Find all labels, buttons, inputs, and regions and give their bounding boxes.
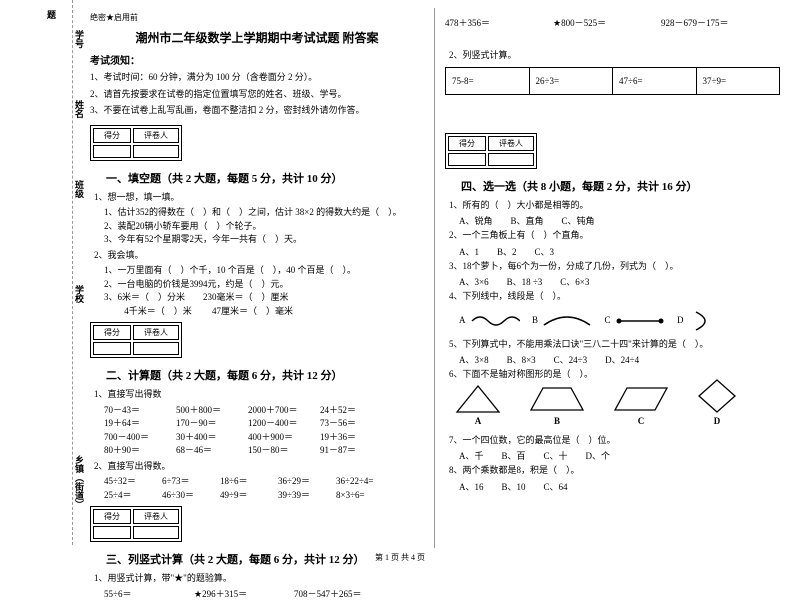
score-box-1: 得分评卷人 <box>90 125 182 161</box>
segment-line-icon <box>615 313 665 329</box>
calc1-r0: 70－43＝500＋800＝2000＋700＝24＋52＝ <box>104 404 424 418</box>
page-footer: 第 1 页 共 4 页 <box>0 552 800 563</box>
calc2-r0: 45÷32＝6÷73＝18÷6＝36÷29＝36÷22÷4= <box>104 475 424 489</box>
table-calc: 75-8=26÷3=47÷6=37÷9= <box>445 67 780 95</box>
q4-stem: 2、直接写出得数。 <box>94 460 424 474</box>
section-2-heading: 二、计算题（共 2 大题，每题 6 分，共计 12 分） <box>106 367 343 383</box>
q11-choices: A、3×8B、8×3C、24÷3D、24÷4 <box>459 353 780 366</box>
q13-stem: 7、一个四位数，它的最高位是（ ）位。 <box>449 434 780 448</box>
triangle-icon <box>455 384 501 414</box>
q3-stem: 1、直接写出得数 <box>94 388 424 402</box>
q1-s1: 1、估计352的得数在（ ）和（ ）之间，估计 38×2 的得数大约是（ ）。 <box>104 206 424 220</box>
top-calc: 478＋356＝★800－525＝928－679－175＝ <box>445 16 780 29</box>
right-column: 478＋356＝★800－525＝928－679－175＝ 2、列竖式计算。 7… <box>435 8 790 548</box>
left-column: 绝密★启用前 潮州市二年级数学上学期期中考试试题 附答案 考试须知： 1、考试时… <box>80 8 435 548</box>
section-4-heading: 四、选一选（共 8 小题，每题 2 分，共计 16 分） <box>461 178 698 194</box>
q6-stem: 2、列竖式计算。 <box>449 49 780 63</box>
q9-stem: 3、18个萝卜，每6个为一份，分成了几份，列式为（ ）。 <box>449 260 780 274</box>
q10-stem: 4、下列线中，线段是（ ）。 <box>449 290 780 304</box>
trapezoid-icon <box>529 384 585 414</box>
q8-stem: 2、一个三角板上有（ ）个直角。 <box>449 229 780 243</box>
notice-3: 3、不要在试卷上乱写乱画，卷面不整洁扣 2 分，密封线外请勿作答。 <box>90 104 424 118</box>
score-box-3: 得分评卷人 <box>90 506 182 542</box>
q2-s1: 1、一万里面有（ ）个千，10 个百是（ ），40 个百是（ ）。 <box>104 264 424 278</box>
q1-stem: 1、想一想，填一填。 <box>94 191 424 205</box>
score-box-2: 得分评卷人 <box>90 322 182 358</box>
line-shapes: A B C D <box>459 310 780 332</box>
q2-s3b: 4千米＝（ ）米 47厘米＝（ ）毫米 <box>104 305 424 319</box>
score-box-4: 得分评卷人 <box>445 133 537 169</box>
notice-2: 2、请首先按要求在试卷的指定位置填写您的姓名、班级、学号。 <box>90 88 424 102</box>
q9-choices: A、3×6B、18 ÷3C、6×3 <box>459 275 780 288</box>
q14-choices: A、16B、10C、64 <box>459 480 780 493</box>
q5-stem: 1、用竖式计算，带"★"的题验算。 <box>94 572 424 586</box>
q7-stem: 1、所有的（ ）大小都是相等的。 <box>449 199 780 213</box>
secret-label: 绝密★启用前 <box>90 12 424 23</box>
q2-s2: 2、一台电脑的价钱是3994元，约是（ ）元。 <box>104 278 424 292</box>
q14-stem: 8、两个乘数都是8，积是（ ）。 <box>449 464 780 478</box>
arc-line-icon <box>688 310 716 332</box>
q2-stem: 2、我会填。 <box>94 249 424 263</box>
calc1-r2: 700－400＝30＋400＝400＋900＝19＋36＝ <box>104 431 424 445</box>
exam-title: 潮州市二年级数学上学期期中考试试题 附答案 <box>90 29 424 46</box>
q1-s3: 3、今年有52个星期零2天，今年一共有（ ）天。 <box>104 233 424 247</box>
page-content: 绝密★启用前 潮州市二年级数学上学期期中考试试题 附答案 考试须知： 1、考试时… <box>80 8 790 548</box>
q11-stem: 5、下列算式中，不能用乘法口诀"三八二十四"来计算的是（ ）。 <box>449 338 780 352</box>
symmetry-shapes: A B C D <box>455 388 780 426</box>
wavy-line-icon <box>470 313 520 329</box>
section-1-heading: 一、填空题（共 2 大题，每题 5 分，共计 10 分） <box>106 170 343 186</box>
q8-choices: A、1B、2C、3 <box>459 245 780 258</box>
q2-s3a: 3、6米＝（ ）分米 230毫米＝（ ）厘米 <box>104 291 424 305</box>
q13-choices: A、千B、百C、十D、个 <box>459 449 780 462</box>
calc3: 55÷6＝★296＋315＝708－547＋265＝ <box>104 588 424 601</box>
q1-s2: 2、装配20辆小轿车要用（ ）个轮子。 <box>104 220 424 234</box>
q7-choices: A、锐角B、直角C、钝角 <box>459 214 780 227</box>
notice-1: 1、考试时间：60 分钟，满分为 100 分（含卷面分 2 分）。 <box>90 71 424 85</box>
calc2-r1: 25÷4＝46÷30＝49÷9＝39÷39＝8×3÷6= <box>104 489 424 503</box>
notice-heading: 考试须知： <box>90 52 424 67</box>
parallelogram-icon <box>613 384 669 414</box>
diamond-icon <box>697 378 737 414</box>
binding-top: 题 <box>45 10 58 19</box>
calc1-r3: 80＋90＝68－46＝150－80＝91－87＝ <box>104 444 424 458</box>
curve-line-icon <box>542 313 592 329</box>
calc1-r1: 19＋64＝170－90＝1200－400＝73－56＝ <box>104 417 424 431</box>
